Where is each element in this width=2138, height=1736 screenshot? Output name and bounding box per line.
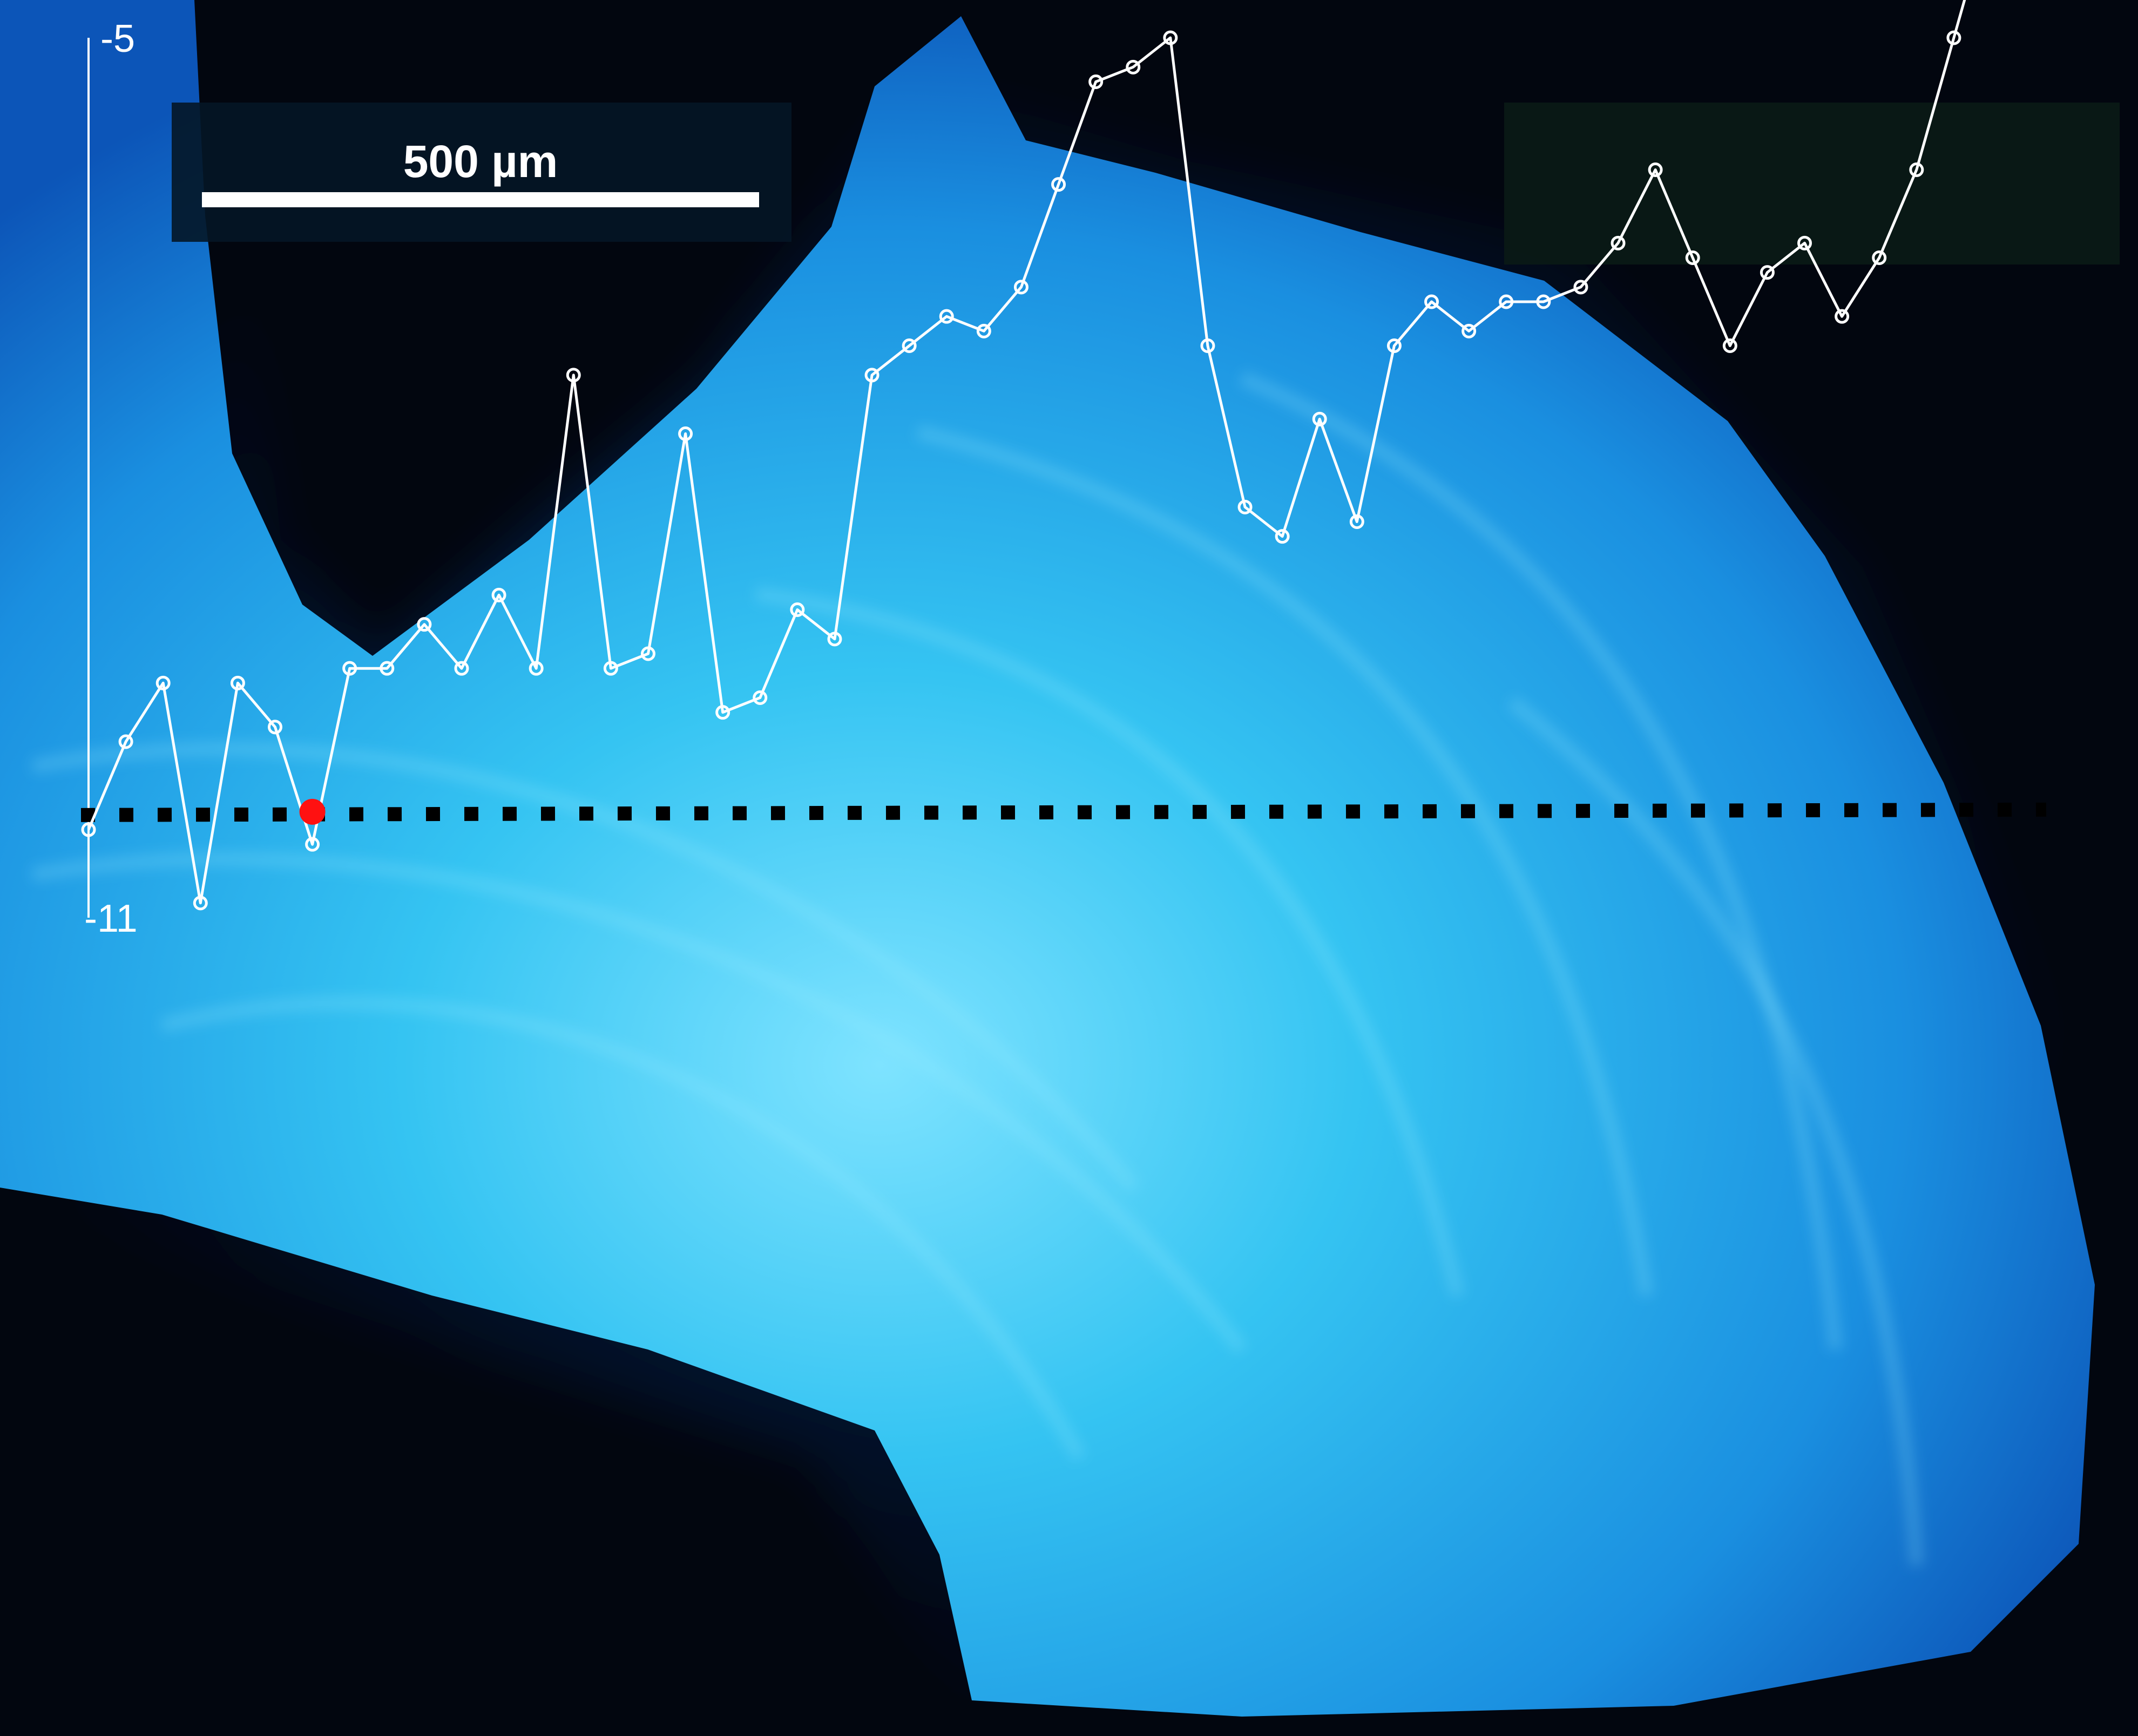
scale-bar: 500 µm [172,103,791,242]
data-point [902,338,917,353]
data-point [1462,323,1477,338]
data-point [193,896,208,911]
data-point [1946,30,1961,45]
data-point [678,426,693,441]
scale-bar-backdrop [172,103,791,242]
data-point [1200,338,1215,353]
y-tick-label-top: -5 [100,17,135,60]
data-point [454,661,469,676]
data-point [1835,309,1850,324]
specimen-image [0,0,2106,1717]
data-point [491,587,506,602]
data-point [380,661,395,676]
data-point [1872,250,1887,265]
data-point [715,705,730,720]
data-point [155,675,171,690]
data-point [230,675,245,690]
data-point [864,368,879,383]
scale-bar-line [202,192,759,207]
data-point [342,661,357,676]
data-point [753,690,768,705]
data-point [1797,235,1812,250]
data-point [1051,177,1066,192]
data-point [1163,30,1178,45]
series-points [81,30,1961,911]
data-point [1013,280,1029,295]
series-line [87,0,1966,905]
data-point [1275,529,1290,544]
data-point [1536,294,1551,309]
data-point [827,632,842,647]
data-point [1909,162,1924,177]
data-point [1386,338,1402,353]
data-point [603,661,618,676]
data-point [81,822,96,837]
data-point [267,720,282,735]
data-point [417,617,432,632]
data-point [1499,294,1514,309]
data-point [529,661,544,676]
data-point [1760,265,1775,280]
data-point [118,734,133,749]
data-point [1312,411,1327,426]
label-backdrop [1504,103,2120,265]
data-point [1237,499,1253,514]
scale-bar-label: 500 µm [403,136,558,187]
data-point [1088,74,1104,89]
data-point [1573,280,1588,295]
data-point [1722,338,1737,353]
data-point [1611,235,1626,250]
data-point [1648,162,1663,177]
highlight-marker [299,798,326,825]
data-point [305,837,320,852]
data-point [1126,59,1141,74]
data-point [1685,250,1700,265]
data-point [790,602,805,617]
y-tick-label-bottom: -11 [84,897,138,940]
isotope-profile-chart: -5 -11 [80,0,2047,940]
data-point [976,323,991,338]
data-point [640,646,655,661]
data-point [1424,294,1439,309]
data-point [566,368,581,383]
data-point [1349,514,1364,529]
data-point [939,309,954,324]
specimen-body [0,0,2095,1717]
